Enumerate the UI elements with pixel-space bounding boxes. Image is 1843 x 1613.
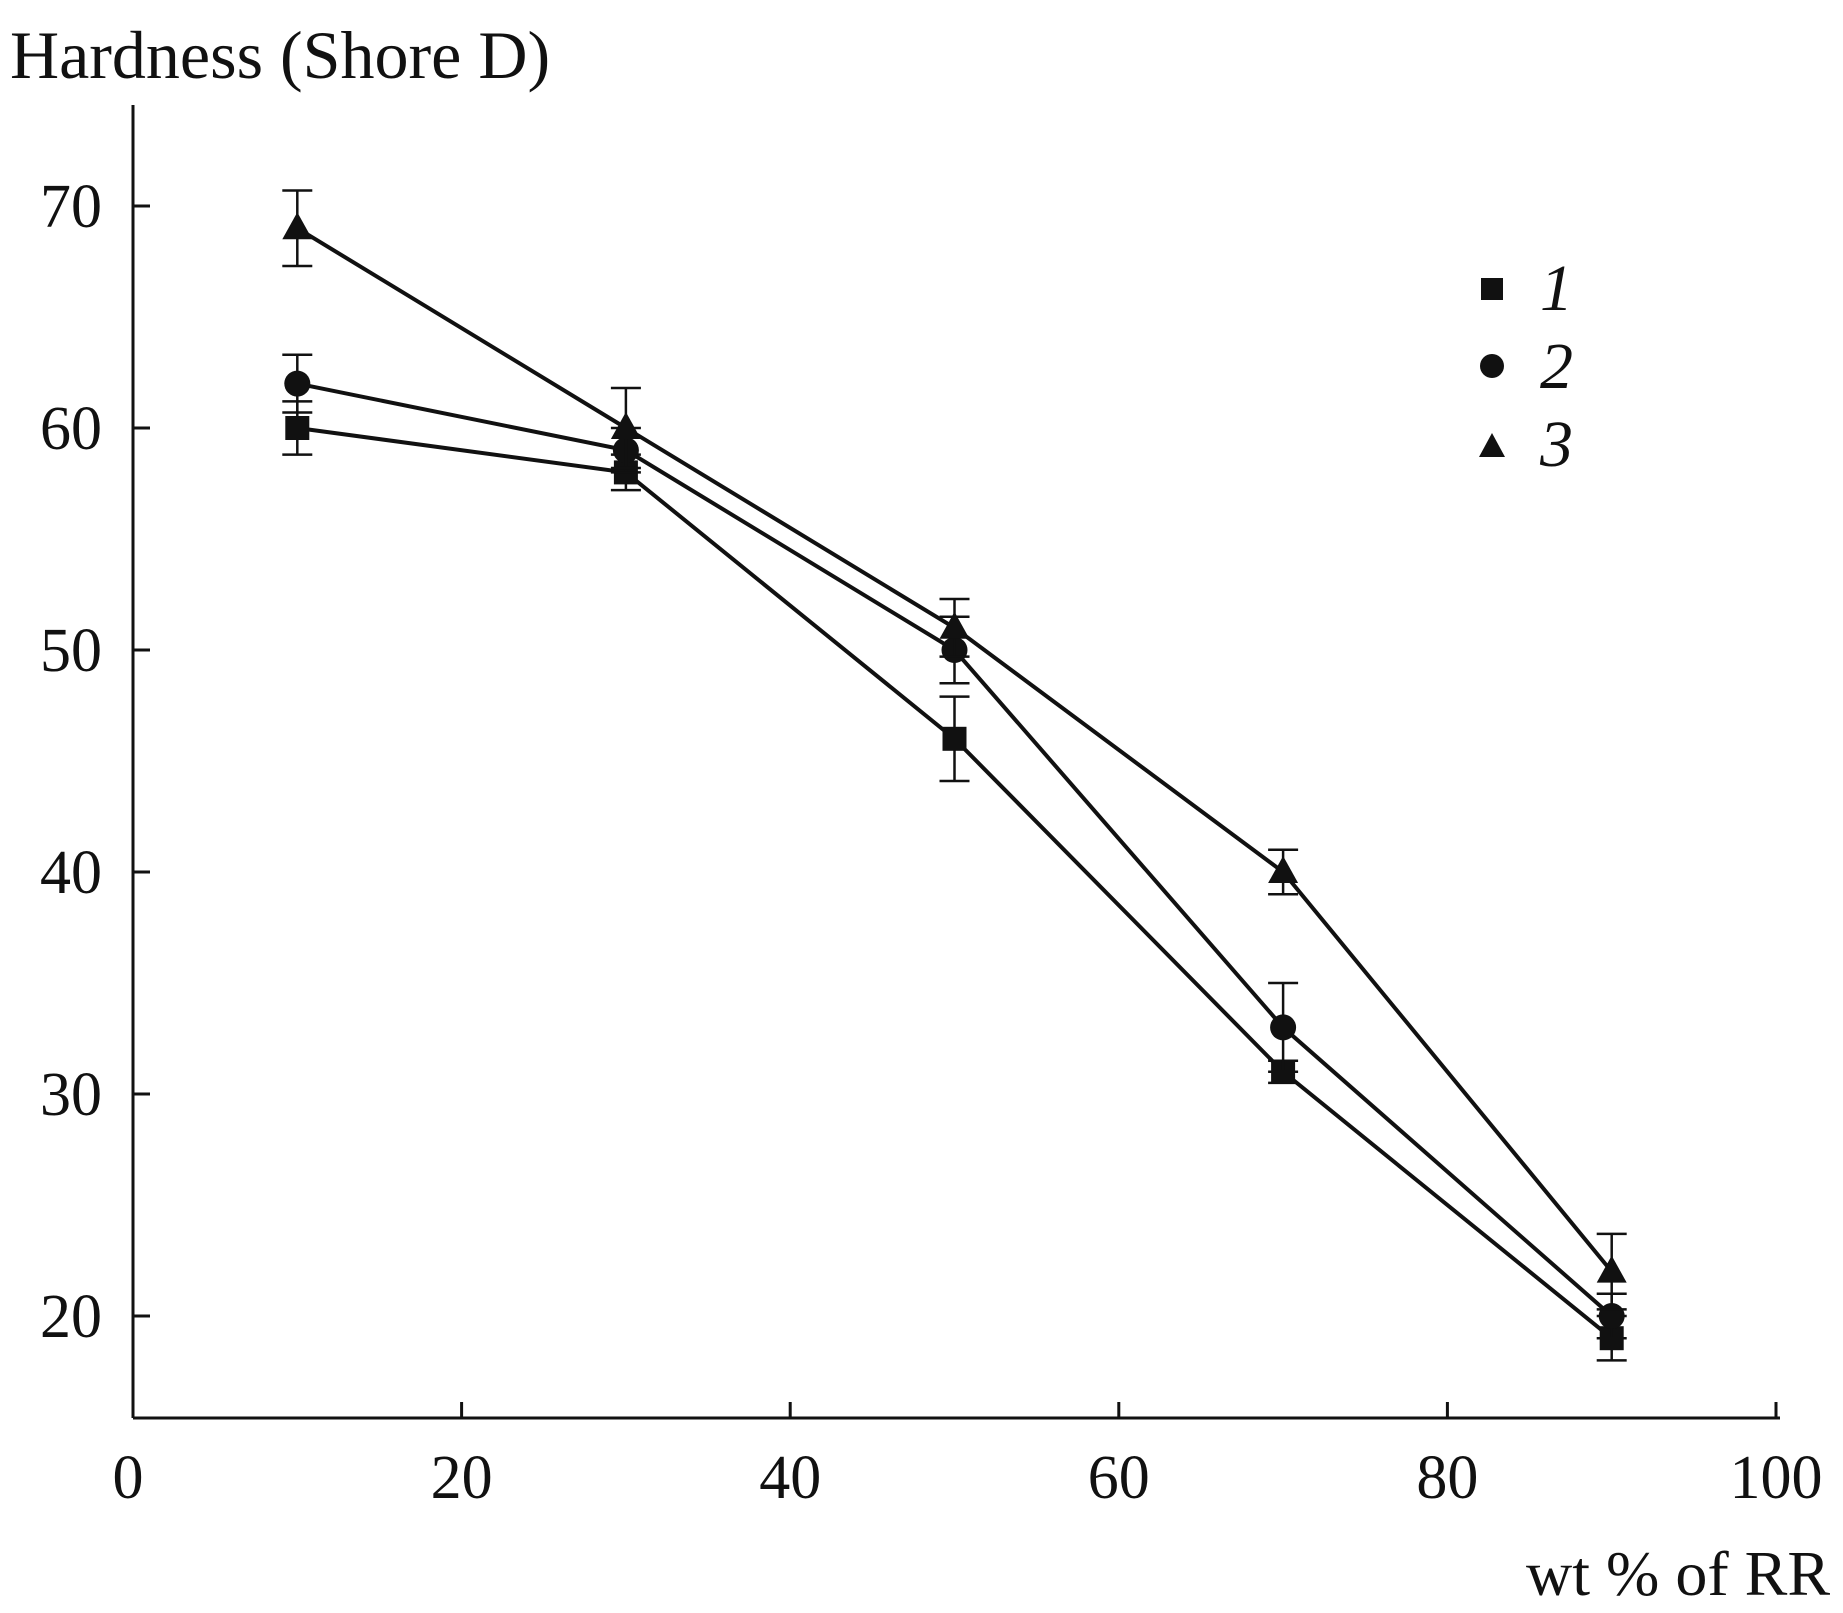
series-3-point (1596, 1255, 1627, 1283)
x-tick-label: 40 (759, 1444, 821, 1512)
series-2-point (1270, 1014, 1297, 1041)
y-axis-title: Hardness (Shore D) (10, 17, 550, 93)
x-tick-label: 0 (113, 1444, 144, 1512)
legend-label-1: 1 (1540, 252, 1573, 325)
series-1-point (942, 726, 967, 751)
legend-marker-2 (1480, 354, 1504, 378)
series-1-point (285, 416, 310, 440)
series-3-point (1268, 856, 1299, 883)
x-tick-label: 80 (1416, 1444, 1478, 1512)
legend-marker-3 (1479, 433, 1505, 457)
legend-label-3: 3 (1539, 408, 1573, 481)
y-tick-label: 70 (40, 173, 102, 241)
series-3-point (939, 611, 970, 639)
y-tick-label: 30 (40, 1061, 102, 1129)
x-tick-label: 60 (1088, 1444, 1150, 1512)
series-2-point (284, 370, 311, 397)
legend: 1 2 3 (1479, 252, 1573, 481)
x-tick-label: 100 (1730, 1444, 1823, 1512)
y-tick-label: 40 (40, 839, 102, 907)
legend-marker-1 (1481, 278, 1503, 300)
y-tick-label: 20 (40, 1283, 102, 1351)
axis-ticks: 0 20 40 60 80 100 20 30 40 50 60 70 (40, 173, 1823, 1512)
y-tick-label: 60 (40, 395, 102, 463)
series-group (282, 189, 1627, 1362)
x-axis-label: wt % of RR (1526, 1538, 1830, 1609)
series-3-point (282, 212, 313, 240)
x-tick-label: 20 (431, 1444, 493, 1512)
legend-label-2: 2 (1540, 330, 1573, 403)
y-tick-label: 50 (40, 617, 102, 685)
series-3-point (610, 412, 641, 439)
series-1-line (297, 426, 1613, 1340)
